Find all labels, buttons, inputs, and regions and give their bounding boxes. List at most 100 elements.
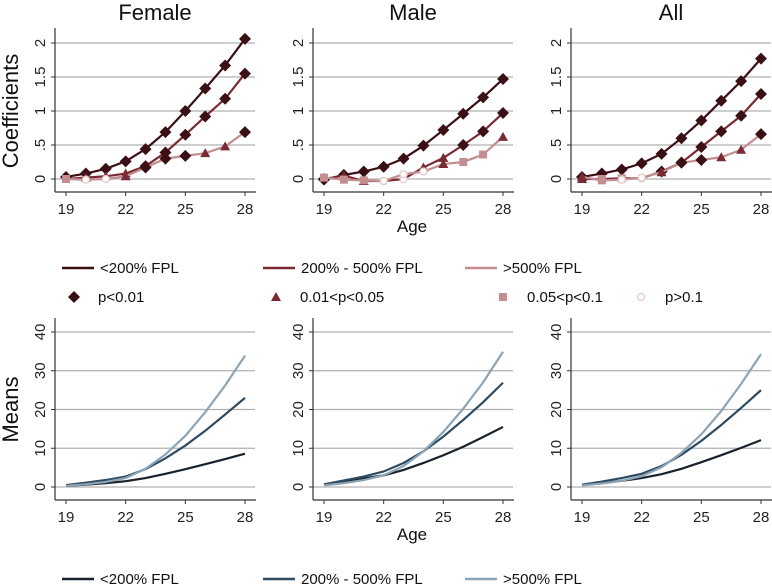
panel-means-0: 0 10 20 30 40 19 22 25 28 Means [0, 318, 256, 526]
data-point [377, 160, 390, 173]
data-point [497, 107, 509, 120]
legend-marker [68, 291, 80, 303]
series-line-1 [65, 72, 246, 181]
y-tick-label: 10 [548, 440, 565, 457]
y-tick-label: 0 [290, 483, 307, 491]
y-tick-label: 1 [290, 107, 307, 115]
data-point [459, 158, 468, 166]
legend-item: <200% FPL [62, 571, 179, 588]
legend-label: 0.01<p<0.05 [300, 289, 384, 306]
x-tick-label: 22 [633, 509, 650, 526]
data-point [597, 176, 606, 185]
data-point [755, 88, 767, 100]
x-tick-label: 25 [177, 201, 194, 218]
legend-item: 0.01<p<0.05 [271, 289, 384, 306]
data-point [99, 162, 112, 175]
y-tick-label: 1.5 [32, 67, 49, 88]
y-tick-label: 40 [32, 324, 49, 341]
data-point [379, 176, 388, 186]
data-point [220, 141, 231, 151]
legend-marker [499, 293, 507, 301]
legend-item: >500% FPL [465, 571, 582, 588]
y-tick-label: .5 [548, 139, 565, 152]
data-point [199, 82, 212, 95]
x-tick-label: 19 [58, 509, 75, 526]
data-point [417, 139, 430, 152]
x-tick-label: 28 [495, 509, 512, 526]
y-tick-label: 1 [32, 107, 49, 115]
series-line-2 [65, 355, 246, 487]
panel-coef-0: 0 .5 1 1.5 2 19 22 25 28 Female Coefficients [0, 0, 256, 218]
data-point [139, 143, 152, 156]
y-tick-label: 10 [32, 440, 49, 457]
data-point [219, 59, 232, 72]
data-point [101, 174, 110, 184]
y-tick-label: 40 [290, 324, 307, 341]
y-tick-label: 20 [290, 401, 307, 418]
y-tick-label: 0 [32, 483, 49, 491]
data-point [199, 110, 212, 123]
data-point [159, 152, 172, 165]
data-point [755, 128, 767, 141]
series-line-1 [323, 112, 504, 183]
panel-title: All [659, 0, 683, 25]
data-point [357, 165, 370, 178]
data-point [339, 175, 348, 184]
series-line-0 [323, 425, 504, 486]
data-point [457, 139, 470, 151]
x-tick-label: 25 [693, 201, 710, 218]
y-tick-label: 20 [548, 401, 565, 418]
y-axis-label: Means [0, 376, 23, 442]
series-line-2 [323, 136, 504, 183]
x-axis-label: Age [397, 217, 427, 236]
legend-label: >500% FPL [503, 260, 582, 277]
data-point [397, 152, 410, 165]
legend-item: <200% FPL [62, 260, 179, 277]
data-point [179, 128, 192, 141]
series-line-0 [65, 38, 246, 179]
data-point [200, 148, 211, 158]
series-line-2 [581, 353, 762, 487]
y-tick-label: 2 [32, 39, 49, 47]
y-tick-label: .5 [32, 139, 49, 152]
data-point [219, 92, 232, 105]
data-point [695, 114, 708, 127]
data-point [239, 126, 251, 139]
data-point [159, 126, 172, 139]
x-tick-label: 28 [495, 201, 512, 218]
panel-means-2: 0 10 20 30 40 19 22 25 28 [548, 318, 772, 526]
x-tick-label: 28 [753, 201, 770, 218]
data-point [675, 132, 688, 145]
y-tick-label: 1.5 [548, 67, 565, 88]
x-tick-label: 19 [58, 201, 75, 218]
data-point [239, 67, 251, 80]
y-tick-label: 1 [548, 107, 565, 115]
x-tick-label: 25 [435, 201, 452, 218]
y-tick-label: 30 [32, 362, 49, 379]
x-tick-label: 19 [574, 509, 591, 526]
data-point [479, 150, 488, 159]
x-tick-label: 28 [753, 509, 770, 526]
data-point [179, 149, 192, 162]
data-point [655, 147, 668, 160]
legend-label: 200% - 500% FPL [301, 260, 423, 277]
panel-title: Male [389, 0, 437, 25]
legend-item: >500% FPL [465, 260, 582, 277]
data-point [715, 94, 728, 107]
x-tick-label: 28 [237, 201, 254, 218]
x-tick-label: 22 [375, 201, 392, 218]
legend-label: p>0.1 [665, 289, 703, 306]
legend-label: 200% - 500% FPL [301, 571, 423, 588]
x-tick-label: 22 [117, 201, 134, 218]
series-line-0 [323, 78, 504, 181]
legend-item: 200% - 500% FPL [263, 260, 423, 277]
y-tick-label: 10 [290, 440, 307, 457]
x-axis-label: Age [397, 525, 427, 544]
x-tick-label: 19 [574, 201, 591, 218]
legend-item: 0.05<p<0.1 [499, 289, 603, 306]
data-point [695, 141, 708, 154]
x-tick-label: 19 [316, 201, 333, 218]
series-line-2 [65, 131, 246, 181]
y-tick-label: 2 [548, 39, 565, 47]
